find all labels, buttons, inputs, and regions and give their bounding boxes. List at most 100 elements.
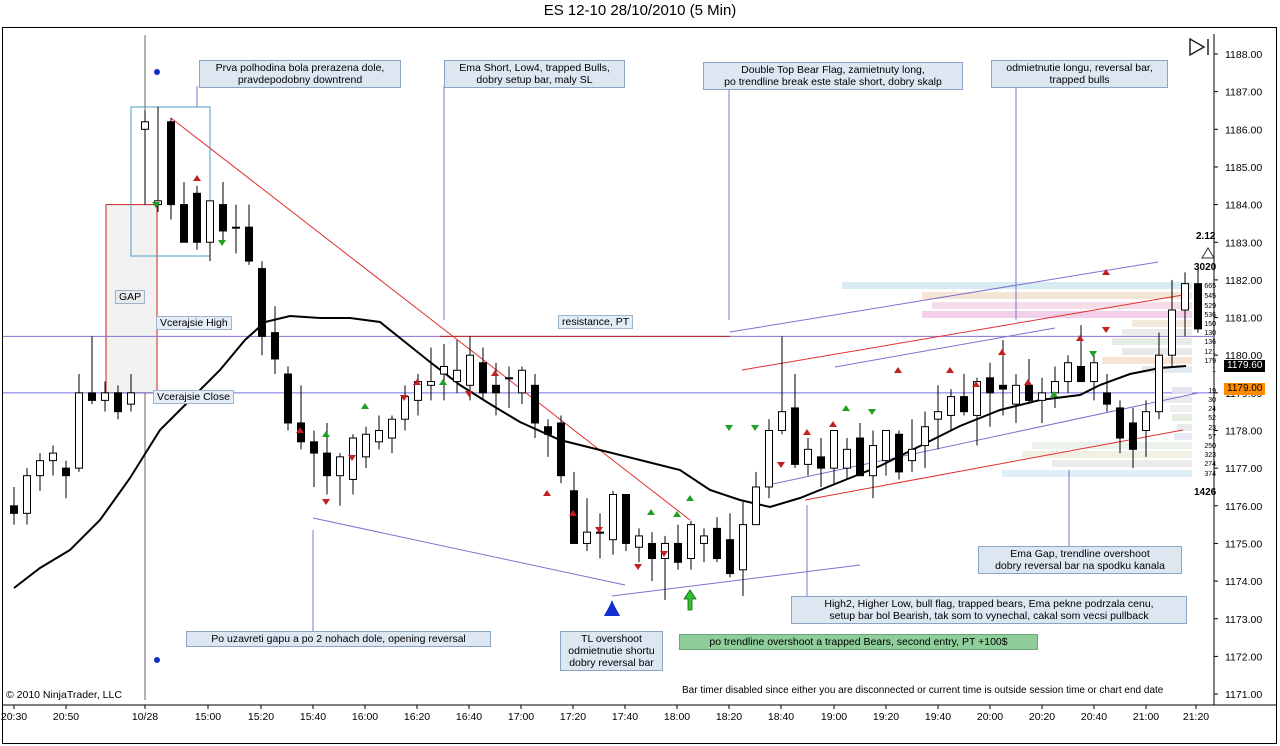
y-tick-label: 1171.00 <box>1225 689 1262 701</box>
bull-candle <box>739 524 747 571</box>
bear-candle <box>323 452 331 477</box>
up-triangle-marker <box>946 367 954 373</box>
volume-profile-label: 179 <box>1204 358 1216 365</box>
x-tick-label: 21:00 <box>1133 711 1159 723</box>
y-tick-label: 1180.00 <box>1225 350 1262 362</box>
x-tick-label: 17:00 <box>508 711 534 723</box>
bull-candle <box>1181 283 1189 311</box>
bull-candle <box>36 460 44 477</box>
down-triangle-marker <box>348 455 356 461</box>
session-marker-top <box>154 69 160 75</box>
bull-candle <box>466 354 474 386</box>
volume-profile-bar <box>1032 442 1192 449</box>
down-triangle-marker <box>465 391 473 397</box>
trendline <box>312 517 626 586</box>
bull-candle <box>336 456 344 477</box>
x-tick-label: 20:20 <box>1029 711 1055 723</box>
volume-profile-label: 1 <box>1212 367 1216 374</box>
x-tick-label: 19:40 <box>925 711 951 723</box>
volume-profile-bar <box>1132 320 1192 327</box>
volume-profile-label: 374 <box>1204 471 1216 478</box>
bull-candle <box>101 392 109 401</box>
volume-profile-bar <box>1172 387 1192 394</box>
bull-candle <box>973 381 981 416</box>
bull-candle <box>388 418 396 439</box>
volume-triangle-icon <box>1201 247 1215 259</box>
up-triangle-marker <box>491 370 499 376</box>
bull-candle <box>1168 309 1176 356</box>
scroll-to-end-icon[interactable] <box>1187 37 1213 57</box>
trendline <box>767 392 1199 486</box>
x-tick-label: 10/28 <box>132 711 158 723</box>
bull-candle <box>401 396 409 420</box>
x-tick-label: 16:40 <box>456 711 482 723</box>
bear-candle <box>62 467 70 477</box>
down-triangle-marker <box>152 202 160 208</box>
y-tick-label: 1187.00 <box>1225 87 1262 99</box>
up-triangle-marker <box>543 490 551 496</box>
bull-candle <box>427 381 435 386</box>
volume-profile-label: 23 <box>1208 425 1216 432</box>
up-triangle-marker <box>361 403 369 409</box>
bull-candle <box>1090 362 1098 383</box>
volume-profile-label: 274 <box>1204 461 1216 468</box>
down-triangle-marker <box>868 409 876 415</box>
y-tick-label: 1178.00 <box>1225 426 1262 438</box>
down-triangle-marker <box>1102 327 1110 333</box>
annotation-ema-short: Ema Short, Low4, trapped Bulls, dobry set… <box>444 60 625 88</box>
bear-candle <box>817 456 825 469</box>
volume-profile-bar <box>1172 414 1192 421</box>
bull-candle <box>75 392 83 469</box>
last-price-tag: 1179.60 <box>1224 360 1266 372</box>
trendline <box>741 294 1184 371</box>
up-triangle-marker <box>803 429 811 435</box>
bull-candle <box>440 365 448 375</box>
volume-profile-label: 30 <box>1208 397 1216 404</box>
bull-candle <box>661 542 669 560</box>
x-tick-label: 15:20 <box>248 711 274 723</box>
y-tick-label: 1185.00 <box>1225 162 1262 174</box>
y-tick-label: 1175.00 <box>1225 538 1262 550</box>
bear-candle <box>310 441 318 454</box>
up-triangle-marker <box>1076 335 1084 341</box>
bear-candle <box>674 542 682 563</box>
annotation-opening-reversal: Po uzavreti gapu a po 2 nohach dole, ope… <box>186 631 491 647</box>
trendline <box>170 117 691 521</box>
y-tick-label: 1181.00 <box>1225 313 1262 325</box>
bull-candle <box>583 531 591 544</box>
down-triangle-marker <box>218 240 226 246</box>
bear-candle <box>895 433 903 473</box>
y-tick-label: 1186.00 <box>1225 124 1262 136</box>
up-triangle-marker <box>972 381 980 387</box>
down-triangle-marker <box>660 551 668 557</box>
close-price-tag: 1179.00 <box>1224 383 1266 395</box>
bull-candle <box>687 524 695 560</box>
x-tick-label: 15:40 <box>300 711 326 723</box>
trendline <box>834 327 1056 368</box>
bull-candle <box>23 475 31 514</box>
bear-candle <box>544 426 552 435</box>
session-marker-bottom <box>154 657 160 663</box>
x-tick-label: 19:20 <box>873 711 899 723</box>
volume-profile-label: 136 <box>1204 339 1216 346</box>
volume-profile-label: 323 <box>1204 452 1216 459</box>
bull-candle <box>141 121 149 130</box>
side-value-bottom: 1426 <box>1194 487 1217 498</box>
chart-title: ES 12-10 28/10/2010 (5 Min) <box>543 2 737 19</box>
bear-candle <box>791 407 799 465</box>
volume-profile-label: 529 <box>1204 303 1216 310</box>
bear-candle <box>856 437 864 477</box>
bull-candle <box>908 448 916 462</box>
bull-candle <box>453 369 461 383</box>
x-tick-label: 15:00 <box>195 711 221 723</box>
volume-profile-label: 57 <box>1208 434 1216 441</box>
up-triangle-marker <box>673 511 681 517</box>
blue-entry-arrow <box>604 601 620 616</box>
down-triangle-marker <box>634 564 642 570</box>
x-tick-label: 18:20 <box>716 711 742 723</box>
y-tick-label: 1177.00 <box>1225 463 1262 475</box>
volume-profile-bar <box>1177 424 1192 431</box>
bull-candle <box>375 430 383 443</box>
annotation-ema-gap: Ema Gap, trendline overshoot dobry revers… <box>978 546 1182 574</box>
bull-candle <box>921 426 929 447</box>
